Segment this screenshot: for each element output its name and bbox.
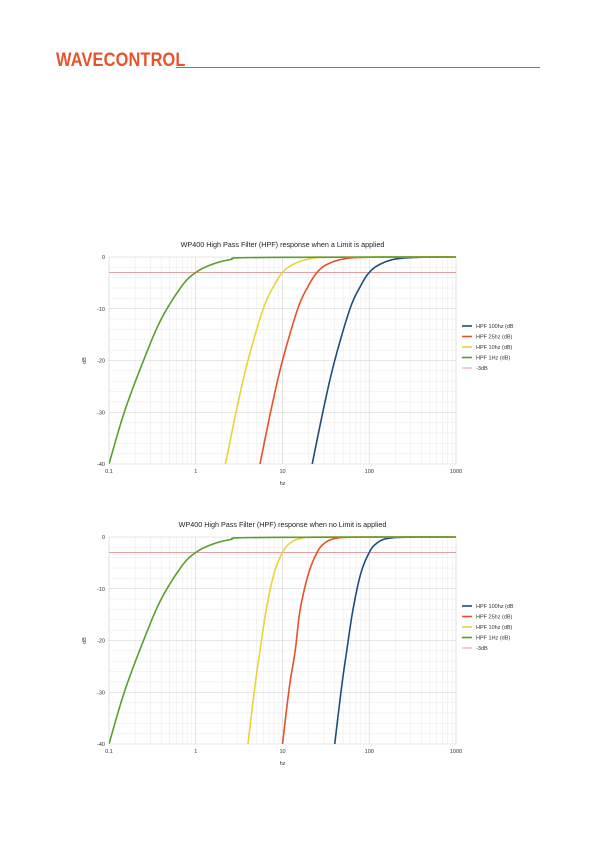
x-tick-label: 0,1: [105, 749, 113, 755]
chart-grid: [108, 536, 457, 745]
y-axis-label: dB: [82, 357, 88, 364]
y-tick-label: 0: [102, 535, 105, 541]
legend-label: HPF 1Hz (dB): [476, 636, 510, 642]
header-rule: [176, 67, 540, 68]
x-tick-label: 1: [194, 469, 197, 475]
x-tick-label: 10: [279, 469, 285, 475]
brand-logo: WAVECONTROL: [56, 50, 186, 71]
y-tick-label: -40: [97, 742, 105, 748]
x-axis-label: hz: [280, 761, 286, 767]
legend-label: -3dB: [476, 646, 488, 652]
y-tick-label: -10: [97, 587, 105, 593]
y-tick-label: -20: [97, 359, 105, 365]
legend-label: HPF 10hz (dB): [476, 345, 513, 351]
legend-label: HPF 25hz (dB): [476, 615, 513, 621]
y-tick-label: -30: [97, 690, 105, 696]
y-tick-label: -20: [97, 639, 105, 645]
legend-label: -3dB: [476, 366, 488, 372]
legend-label: HPF 10hz (dB): [476, 625, 513, 631]
x-tick-label: 1000: [450, 749, 462, 755]
y-tick-label: -10: [97, 307, 105, 313]
y-axis-label: dB: [82, 637, 88, 644]
chart-no-limit: WP400 High Pass Filter (HPF) response wh…: [82, 520, 514, 767]
legend-label: HPF 1Hz (dB): [476, 356, 510, 362]
chart-title: WP400 High Pass Filter (HPF) response wh…: [181, 240, 385, 249]
series-line: [109, 256, 456, 465]
page-header: WAVECONTROL: [56, 50, 540, 72]
chart-title: WP400 High Pass Filter (HPF) response wh…: [179, 520, 387, 529]
legend-label: HPF 25hz (dB): [476, 335, 513, 341]
x-tick-label: 100: [365, 469, 374, 475]
y-tick-label: -30: [97, 410, 105, 416]
x-tick-label: 1000: [450, 469, 462, 475]
x-tick-label: 1: [194, 749, 197, 755]
legend-label: HPF 100hz (dB: [476, 324, 514, 330]
x-tick-label: 10: [279, 749, 285, 755]
legend-label: HPF 100hz (dB: [476, 604, 514, 610]
x-axis-label: hz: [280, 481, 286, 487]
x-tick-label: 0,1: [105, 469, 113, 475]
chart-legend: HPF 100hz (dB HPF 25hz (dB) HPF 10hz (dB) H…: [462, 604, 514, 652]
y-tick-label: -40: [97, 462, 105, 468]
series-line: [109, 536, 456, 745]
x-tick-label: 100: [365, 749, 374, 755]
y-tick-label: 0: [102, 255, 105, 261]
chart-with-limit: WP400 High Pass Filter (HPF) response wh…: [82, 240, 514, 487]
chart-legend: HPF 100hz (dB HPF 25hz (dB) HPF 10hz (dB) H…: [462, 324, 514, 372]
